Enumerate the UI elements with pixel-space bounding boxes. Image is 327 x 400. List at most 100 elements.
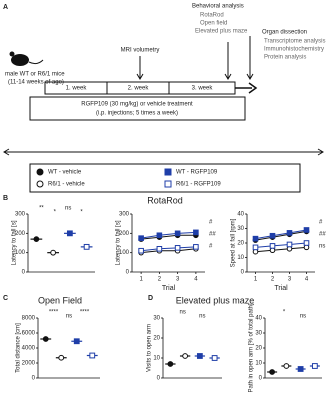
marker	[283, 363, 290, 369]
section-title: RotaRod	[147, 195, 183, 205]
marker	[269, 232, 276, 239]
y-tick-label: 30	[153, 316, 160, 322]
significance: ns	[66, 314, 72, 320]
timeline	[29, 36, 258, 121]
mouse-icon	[9, 51, 44, 66]
legend-label: R6/1 - vehicle	[48, 182, 85, 188]
significance: **	[39, 206, 44, 212]
y-axis-label: Speed at fall [rpm]	[231, 218, 237, 267]
series-line	[255, 242, 307, 248]
marker	[303, 227, 310, 233]
significance: ****	[80, 310, 90, 316]
y-axis-label: Latency to fall [s]	[12, 220, 18, 265]
mice-text: male WT or R6/1 mice	[5, 72, 65, 78]
significance: ****	[49, 310, 59, 316]
week-label: 1. week	[66, 86, 88, 92]
behavior-item: Open field	[200, 21, 227, 27]
x-axis-label: Trial	[162, 285, 176, 292]
legend-label: WT - vehicle	[48, 170, 82, 176]
x-tick-label: 4	[305, 277, 309, 283]
marker	[156, 246, 163, 252]
week-label: 3. week	[192, 86, 214, 92]
y-tick-label: 0	[126, 270, 130, 276]
significance: #	[319, 220, 323, 226]
series-line	[141, 248, 196, 254]
marker	[182, 353, 189, 359]
y-tick-label: 0	[241, 270, 245, 276]
treatment-text: (i.p. injections; 5 times a week)	[96, 111, 178, 117]
y-tick-label: 40	[237, 212, 244, 218]
significance: *	[54, 210, 57, 216]
x-axis-label: Trial	[274, 285, 288, 292]
series-line	[141, 231, 196, 239]
y-tick-label: 30	[255, 331, 262, 337]
significance: #	[209, 220, 213, 226]
behavior-item: RotaRod	[200, 13, 224, 19]
y-axis-label: Path in open arm [% of total path]	[249, 303, 255, 392]
series-line	[255, 230, 307, 241]
legend-marker	[164, 180, 172, 188]
marker	[167, 361, 174, 367]
marker	[73, 338, 80, 345]
significance: *	[80, 210, 83, 216]
legend-marker	[164, 168, 172, 176]
panel-label: B	[3, 195, 8, 202]
y-tick-label: 0	[32, 376, 36, 382]
marker	[138, 235, 144, 241]
marker	[252, 244, 259, 251]
marker	[33, 236, 40, 243]
marker	[269, 243, 276, 249]
series-line	[255, 246, 307, 253]
x-tick-label: 4	[194, 277, 198, 283]
panel-label: A	[3, 4, 8, 11]
y-tick-label: 10	[237, 255, 244, 261]
y-tick-label: 200	[15, 231, 26, 237]
x-tick-label: 2	[271, 277, 275, 283]
y-axis-label: Latency to fall [s]	[116, 220, 122, 265]
organ-item: Immunohistochemistry	[264, 47, 324, 53]
y-tick-label: 0	[157, 376, 161, 382]
organ-item: Transcriptome analysis	[264, 39, 325, 45]
y-tick-label: 10	[255, 361, 262, 367]
y-tick-label: 8000	[22, 316, 36, 322]
separator	[3, 148, 324, 193]
legend-label: R6/1 - RGFP109	[176, 182, 221, 188]
marker	[89, 352, 96, 359]
significance: ##	[319, 232, 326, 238]
marker	[50, 249, 57, 256]
marker	[286, 230, 293, 236]
legend-marker	[36, 180, 44, 188]
y-tick-label: 300	[119, 212, 130, 218]
significance: ns	[300, 314, 306, 320]
y-tick-label: 200	[119, 231, 130, 237]
marker	[174, 245, 181, 251]
mice-text: (11-14 weeks of age)	[8, 80, 64, 86]
marker	[311, 363, 318, 369]
y-tick-label: 30	[237, 226, 244, 232]
marker	[42, 336, 49, 342]
significance: ns	[319, 244, 325, 250]
x-tick-label: 1	[254, 277, 258, 283]
y-tick-label: 100	[15, 250, 26, 256]
marker	[269, 369, 276, 375]
y-tick-label: 40	[255, 316, 262, 322]
y-tick-label: 20	[237, 241, 244, 247]
x-tick-label: 3	[176, 277, 180, 283]
legend-marker	[36, 168, 44, 176]
y-tick-label: 300	[15, 212, 26, 218]
y-axis-label: Total distance [cm]	[16, 323, 22, 373]
y-tick-label: 0	[22, 270, 26, 276]
significance: *	[283, 310, 286, 316]
series-line	[141, 246, 196, 252]
week-label: 2. week	[128, 86, 150, 92]
marker	[211, 355, 218, 361]
marker	[193, 244, 199, 250]
series-line	[141, 234, 196, 240]
marker	[252, 235, 259, 242]
panel-label: D	[148, 295, 153, 302]
marker	[196, 353, 203, 359]
y-tick-label: 20	[153, 336, 160, 342]
marker	[297, 366, 304, 372]
y-tick-label: 6000	[22, 331, 36, 337]
